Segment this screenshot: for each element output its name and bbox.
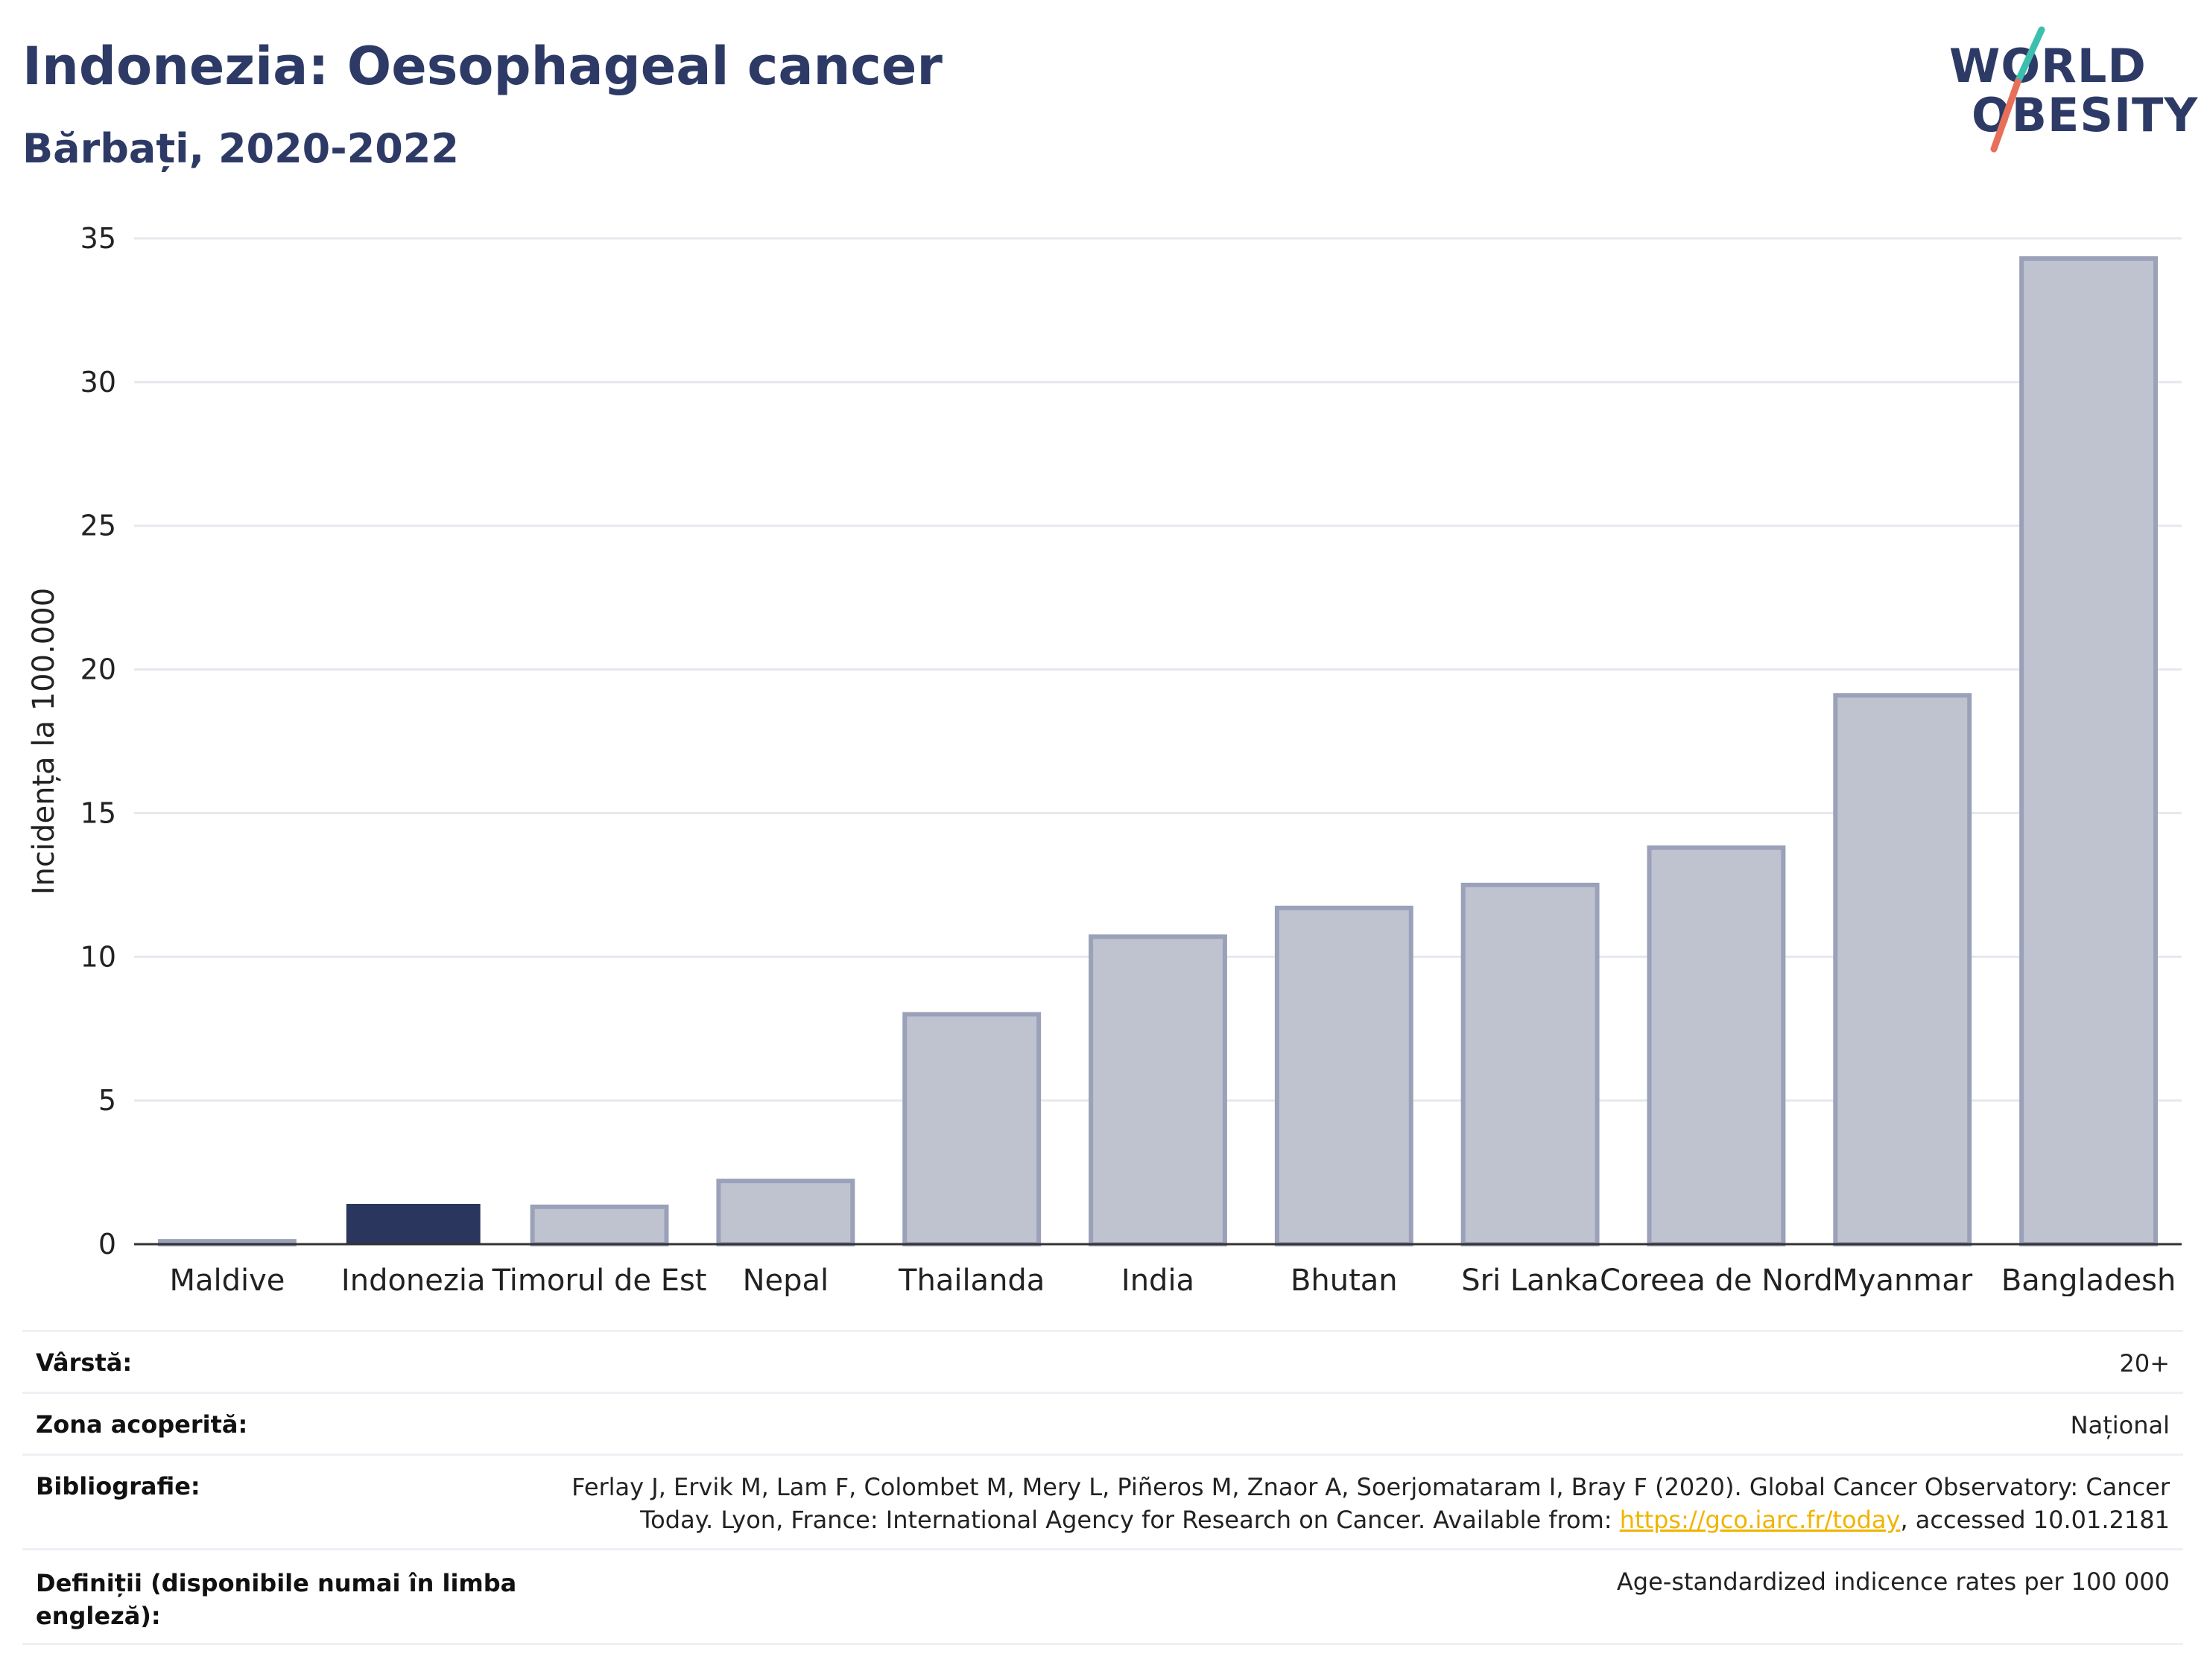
x-tick-label: Sri Lanka — [1461, 1264, 1599, 1296]
bar — [1460, 882, 1600, 1247]
bar — [1647, 845, 1786, 1246]
x-tick-label: India — [1121, 1264, 1194, 1296]
chart-subtitle: Bărbați, 2020-2022 — [22, 125, 459, 172]
x-tick-label: Bangladesh — [2001, 1264, 2176, 1296]
bibliography-link[interactable]: https://gco.iarc.fr/today — [1619, 1506, 1901, 1534]
y-axis-title: Incidența la 100.000 — [27, 588, 61, 895]
y-tick-label: 0 — [98, 1228, 116, 1261]
bibliography-value: Ferlay J, Ervik M, Lam F, Colombet M, Me… — [571, 1471, 2170, 1536]
footer-row-definitions: Definiții (disponibile numai în limba en… — [22, 1548, 2183, 1645]
footer-table: Vârstă: 20+ Zona acoperită: Național Bib… — [22, 1330, 2183, 1645]
y-tick-label: 35 — [80, 222, 116, 255]
y-tick-label: 15 — [80, 796, 116, 829]
x-tick-label: Thailanda — [898, 1264, 1045, 1296]
bar — [716, 1179, 855, 1246]
footer-row-area: Zona acoperită: Național — [22, 1392, 2183, 1454]
x-tick-label: Indonezia — [341, 1264, 486, 1296]
x-tick-label: Timorul de Est — [492, 1264, 707, 1296]
definitions-label-line1: Definiții (disponibile numai în limba — [36, 1569, 517, 1597]
definitions-label: Definiții (disponibile numai în limba en… — [36, 1567, 516, 1632]
footer-row-bibliography: Bibliografie: Ferlay J, Ervik M, Lam F, … — [22, 1454, 2183, 1548]
y-tick-label: 20 — [80, 653, 116, 686]
bar — [530, 1204, 669, 1247]
bibliography-label: Bibliografie: — [36, 1472, 200, 1500]
bar — [1274, 905, 1413, 1246]
bibliography-line2-post: , accessed 10.01.2181 — [1900, 1506, 2170, 1534]
y-tick-label: 10 — [80, 940, 116, 973]
chart-title: Indonezia: Oesophageal cancer — [22, 36, 943, 97]
definitions-label-line2: engleză): — [36, 1602, 161, 1630]
bar — [346, 1204, 481, 1244]
bar — [902, 1012, 1042, 1247]
logo-slash-icon — [1990, 26, 2045, 153]
bibliography-line2-pre: Today. Lyon, France: International Agenc… — [640, 1506, 1620, 1534]
y-tick-label: 25 — [80, 510, 116, 542]
bar — [1833, 693, 1972, 1246]
bibliography-line2: Today. Lyon, France: International Agenc… — [571, 1503, 2170, 1536]
footer-row-age: Vârstă: 20+ — [22, 1330, 2183, 1392]
bar — [2019, 256, 2159, 1246]
age-value: 20+ — [2119, 1349, 2170, 1378]
area-value: Național — [2070, 1411, 2170, 1439]
x-tick-label: Maldive — [169, 1264, 285, 1296]
logo-line1: WORLD — [1949, 39, 2147, 93]
area-label: Zona acoperită: — [36, 1410, 248, 1439]
bar-chart: 0 5 10 15 20 25 30 35 Maldive Indonezia Timorul de… — [27, 222, 2182, 1296]
x-tick-label: Coreea de Nord — [1600, 1264, 1833, 1296]
x-tick-label: Nepal — [743, 1264, 829, 1296]
x-tick-label: Bhutan — [1291, 1264, 1398, 1296]
age-label: Vârstă: — [36, 1348, 133, 1377]
x-tick-label: Myanmar — [1832, 1264, 1973, 1296]
y-tick-label: 30 — [80, 366, 116, 399]
definitions-value: Age-standardized indicence rates per 100… — [1616, 1568, 2170, 1596]
bibliography-line1: Ferlay J, Ervik M, Lam F, Colombet M, Me… — [571, 1473, 2170, 1501]
bar — [1089, 934, 1227, 1247]
world-obesity-logo: WORLD OBESITY — [1937, 22, 2197, 156]
y-tick-label: 5 — [98, 1084, 116, 1117]
